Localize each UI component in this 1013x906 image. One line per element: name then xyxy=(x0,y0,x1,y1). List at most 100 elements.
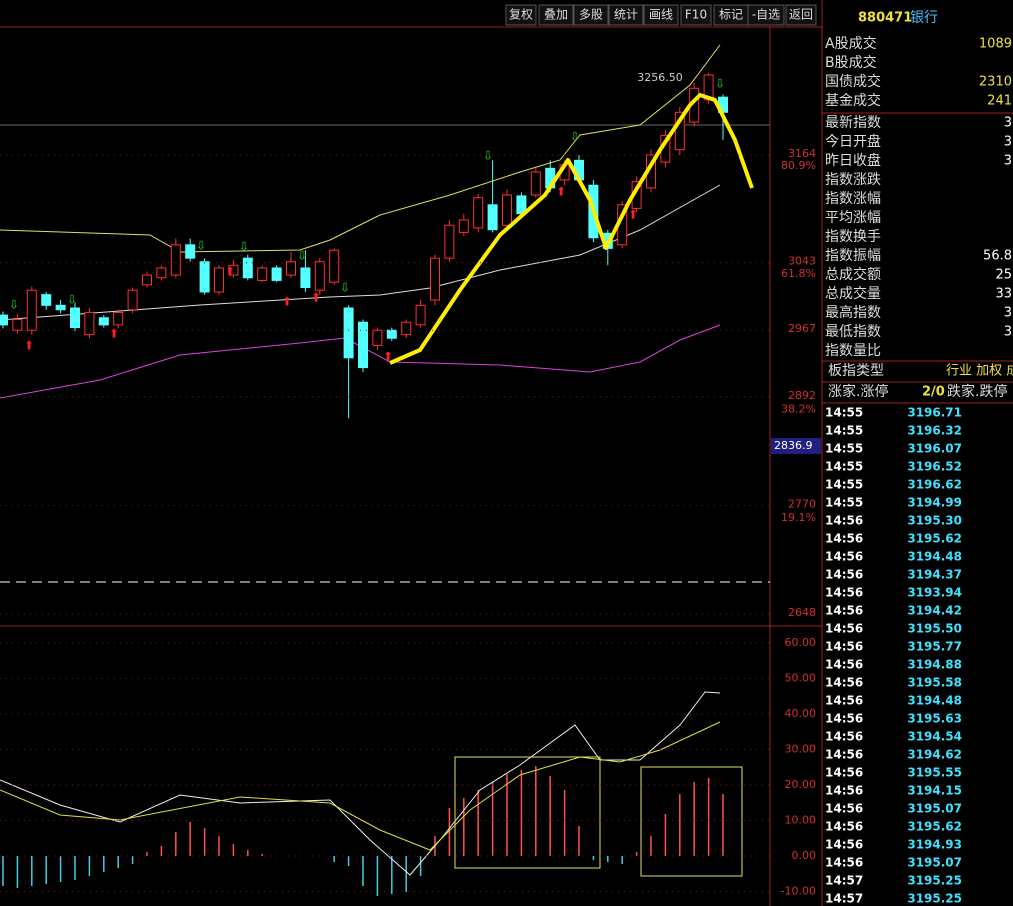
tick-time: 14:56 xyxy=(825,532,863,546)
tick-time: 14:56 xyxy=(825,676,863,690)
hand-drawn-line xyxy=(389,93,754,365)
y-tick-label: 3164 xyxy=(788,147,816,160)
tick-price: 3195.30 xyxy=(907,514,962,528)
candle-body xyxy=(84,311,95,336)
tick-price: 3194.37 xyxy=(907,568,962,582)
info-value: 3 xyxy=(1004,154,1012,169)
tick-price: 3194.88 xyxy=(907,658,962,672)
svg-text:⇩: ⇩ xyxy=(67,293,77,307)
tick-price: 3196.52 xyxy=(907,460,962,474)
candle-body xyxy=(271,267,282,281)
y-tick-label: 50.00 xyxy=(785,671,817,684)
candle-body xyxy=(199,261,210,293)
y-tick-label: 40.00 xyxy=(785,707,817,720)
toolbar-button[interactable] xyxy=(608,4,644,26)
svg-text:⬆: ⬆ xyxy=(311,291,321,305)
tick-price: 3193.94 xyxy=(907,586,962,600)
info-value: 56.8 xyxy=(983,249,1012,264)
svg-text:⇩: ⇩ xyxy=(570,130,580,144)
y-tick-label: 2648 xyxy=(788,606,816,619)
info-label: 昨日收盘 xyxy=(825,152,881,169)
toolbar-button[interactable] xyxy=(785,4,817,26)
candle-body xyxy=(98,317,109,326)
tick-time: 14:56 xyxy=(825,856,863,870)
tick-time: 14:55 xyxy=(825,406,863,420)
svg-text:⬆: ⬆ xyxy=(628,208,638,222)
tick-price: 3196.71 xyxy=(907,406,962,420)
tick-time: 14:56 xyxy=(825,766,863,780)
candle-body xyxy=(358,321,368,369)
toolbar-button[interactable] xyxy=(505,4,537,26)
info-label: 国债成交 xyxy=(825,73,881,90)
svg-text:⇩: ⇩ xyxy=(483,149,493,163)
tick-price: 3195.58 xyxy=(907,676,962,690)
tick-price: 3194.48 xyxy=(907,550,962,564)
candle-body xyxy=(41,294,52,306)
toolbar-button[interactable] xyxy=(643,4,679,26)
candle-body xyxy=(214,267,224,293)
info-value: 3 xyxy=(1004,306,1012,321)
signal-arrows: ⬆ ⬆ ⬆ ⬆ ⬆ ⬆ ⬆ ⬆ ⇩ ⇩ ⇩ ⇩ ⇩ ⇩ ⇩ ⇩ ⇩ xyxy=(9,77,725,364)
tick-time: 14:55 xyxy=(825,496,863,510)
toolbar-button[interactable] xyxy=(747,4,785,26)
candle-body xyxy=(444,224,455,259)
candle-body xyxy=(487,204,498,231)
info-value: 3 xyxy=(1004,116,1012,131)
tick-time: 14:55 xyxy=(825,478,863,492)
toolbar-button[interactable] xyxy=(573,4,609,26)
tick-time: 14:56 xyxy=(825,514,863,528)
tick-price: 3196.32 xyxy=(907,424,962,438)
tick-time: 14:56 xyxy=(825,550,863,564)
candle-body xyxy=(113,311,124,326)
info-label: 最低指数 xyxy=(825,324,881,340)
fib-label: 38.2% xyxy=(781,402,816,415)
y-tick-label: 0.00 xyxy=(792,849,817,862)
candle-body xyxy=(401,321,412,336)
tick-time: 14:56 xyxy=(825,640,863,654)
candle-body xyxy=(156,267,167,279)
info-value: 3 xyxy=(1004,135,1012,150)
toolbar-label: 返回 xyxy=(789,8,813,22)
toolbar-button[interactable] xyxy=(538,4,574,26)
candle-body xyxy=(127,289,138,311)
toolbar-label: -自选 xyxy=(752,8,780,22)
toolbar-label: 画线 xyxy=(649,8,673,22)
toolbar-label: 多股 xyxy=(579,8,603,22)
tick-time: 14:57 xyxy=(825,874,863,888)
info-label: B股成交 xyxy=(825,54,877,71)
toolbar-button[interactable] xyxy=(680,4,712,26)
upper-band xyxy=(0,44,721,253)
candle-body xyxy=(55,304,66,311)
current-price: 2836.9 xyxy=(774,439,813,452)
tick-time: 14:56 xyxy=(825,802,863,816)
mid-band xyxy=(0,184,721,321)
tick-time: 14:56 xyxy=(825,820,863,834)
toolbar-label: F10 xyxy=(685,8,707,22)
info-label: 指数量比 xyxy=(825,343,881,359)
candle-body xyxy=(502,194,512,226)
candle-body xyxy=(70,307,80,329)
y-tick-label: 2770 xyxy=(788,497,816,510)
highlight-box xyxy=(640,766,743,877)
fib-label: 19.1% xyxy=(781,511,816,524)
tick-price: 3194.15 xyxy=(907,784,962,798)
dea-line xyxy=(0,721,721,851)
fib-label: 80.9% xyxy=(781,159,816,172)
candle-body xyxy=(386,329,397,339)
y-tick-label: 3043 xyxy=(788,255,816,268)
candle-body xyxy=(343,307,354,359)
tick-price: 3195.50 xyxy=(907,622,962,636)
tick-time: 14:55 xyxy=(825,460,863,474)
tick-price: 3194.99 xyxy=(907,496,962,510)
tick-time: 14:56 xyxy=(825,730,863,744)
tick-price: 3194.42 xyxy=(907,604,962,618)
info-value: 1089 xyxy=(979,37,1012,52)
tick-price: 3196.62 xyxy=(907,478,962,492)
fib-label: 61.8% xyxy=(781,267,816,280)
candle-body xyxy=(300,267,311,289)
svg-text:⬆: ⬆ xyxy=(24,339,34,353)
svg-text:⇩: ⇩ xyxy=(239,240,249,254)
candle-body xyxy=(228,264,239,276)
svg-text:⇩: ⇩ xyxy=(715,77,725,91)
svg-text:⬆: ⬆ xyxy=(109,327,119,341)
